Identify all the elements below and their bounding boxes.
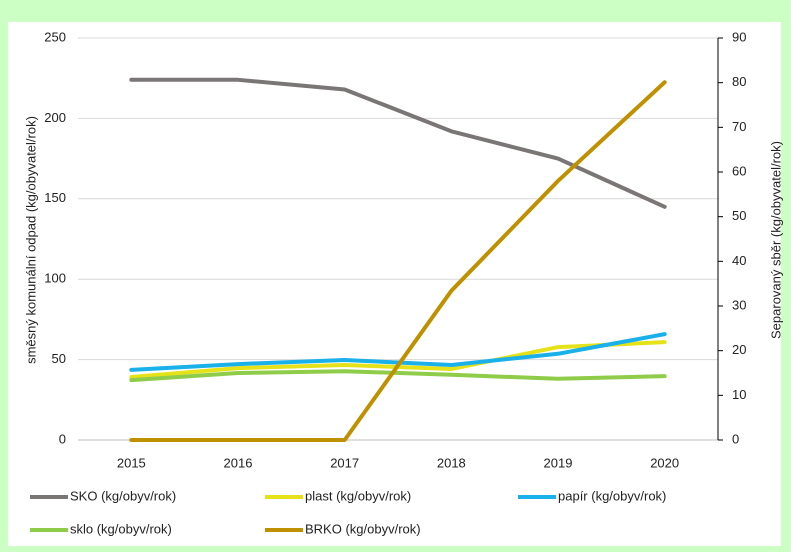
- y2-tick-label: 80: [732, 74, 746, 89]
- y2-tick-label: 10: [732, 387, 746, 402]
- legend-label: SKO (kg/obyv/rok): [70, 488, 176, 503]
- y-tick-label: 200: [44, 110, 66, 125]
- y2-axis-label: Separovaný sběr (kg/obyvatel/rok): [768, 141, 783, 339]
- legend-label: papír (kg/obyv/rok): [558, 488, 666, 503]
- x-tick-label: 2016: [224, 455, 253, 470]
- x-tick-label: 2019: [544, 455, 573, 470]
- y-axis-label: směsný komunální odpad (kg/obyvatel/rok): [23, 116, 38, 364]
- y-tick-label: 0: [59, 431, 66, 446]
- legend-label: plast (kg/obyv/rok): [305, 488, 411, 503]
- y2-tick-label: 70: [732, 119, 746, 134]
- legend-label: BRKO (kg/obyv/rok): [305, 521, 421, 536]
- y2-tick-label: 20: [732, 342, 746, 357]
- x-tick-label: 2017: [330, 455, 359, 470]
- x-tick-label: 2015: [117, 455, 146, 470]
- y-tick-label: 100: [44, 271, 66, 286]
- x-tick-label: 2018: [437, 455, 466, 470]
- y2-tick-label: 60: [732, 163, 746, 178]
- y-tick-label: 50: [52, 351, 66, 366]
- y2-tick-label: 30: [732, 297, 746, 312]
- y2-tick-label: 90: [732, 29, 746, 44]
- x-tick-label: 2020: [650, 455, 679, 470]
- y-tick-label: 150: [44, 190, 66, 205]
- y2-tick-label: 40: [732, 253, 746, 268]
- y-tick-label: 250: [44, 29, 66, 44]
- y2-tick-label: 0: [732, 431, 739, 446]
- series-line: [129, 80, 667, 442]
- series-line: [129, 369, 667, 383]
- y2-tick-label: 50: [732, 208, 746, 223]
- legend-label: sklo (kg/obyv/rok): [70, 521, 172, 536]
